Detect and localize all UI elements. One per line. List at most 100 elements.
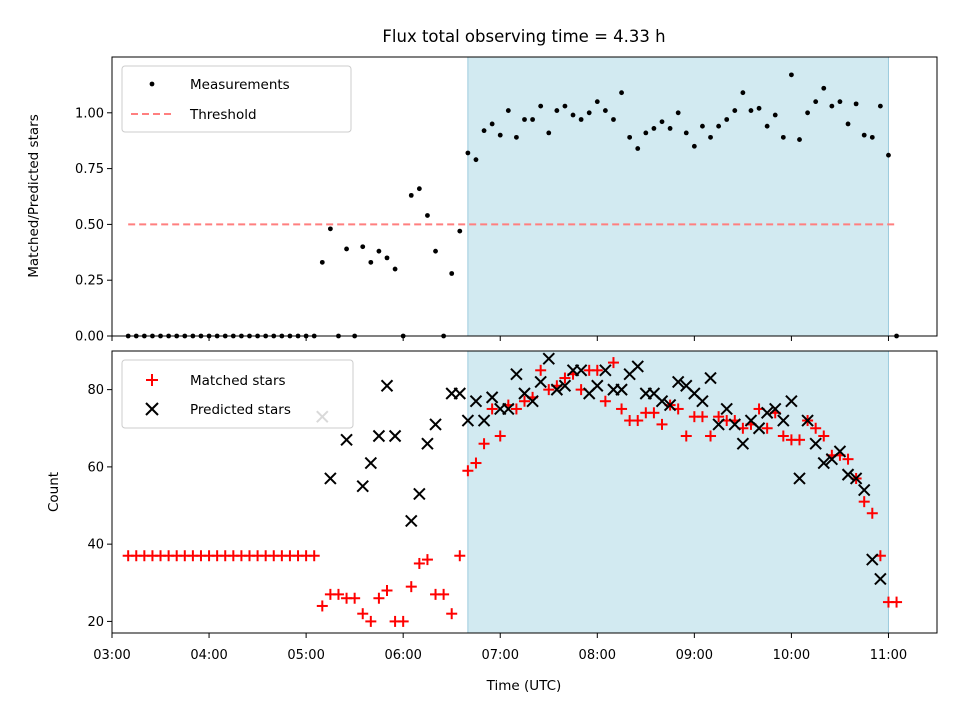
predicted-star-point [550, 383, 564, 396]
predicted-stars-points [316, 352, 887, 586]
measurement-point [716, 123, 722, 129]
measurement-point [675, 110, 681, 116]
bottom-y-tick-label: 20 [87, 615, 104, 630]
matched-star-point [486, 403, 498, 415]
measurement-point [724, 117, 730, 122]
predicted-star-point [849, 472, 863, 485]
legend-matched-marker [146, 374, 158, 386]
matched-star-point [656, 418, 668, 430]
measurement-point [522, 117, 527, 122]
predicted-star-point [356, 479, 369, 493]
matched-star-point [308, 550, 320, 562]
measurement-point [732, 108, 738, 113]
predicted-star-point [542, 352, 555, 365]
measurement-point [619, 90, 624, 96]
measurement-point [376, 248, 382, 254]
measurement-point [659, 119, 665, 125]
measurement-point [813, 99, 819, 105]
matched-star-point [858, 496, 870, 508]
matched-star-point [648, 407, 660, 419]
measurement-point [764, 123, 770, 129]
predicted-star-point [760, 406, 774, 420]
bottom-legend-box [121, 359, 354, 429]
x-tick-label: 04:00 [190, 648, 227, 663]
matched-star-point [777, 430, 789, 442]
measurement-point [457, 228, 463, 234]
measurement-point [465, 150, 471, 156]
bottom-axes-frame [111, 350, 938, 634]
top-y-ticks: 0.00 0.25 0.50 0.75 1.00 [75, 106, 112, 345]
matched-star-point [559, 372, 571, 384]
predicted-star-point [534, 375, 547, 389]
measurement-point [780, 134, 786, 140]
matched-star-point [373, 592, 385, 604]
predicted-star-point [372, 429, 386, 443]
predicted-star-point [663, 398, 677, 412]
predicted-star-point [736, 437, 750, 450]
top-chart-title: Flux total observing time = 4.33 h [382, 27, 665, 46]
predicted-star-point [421, 437, 434, 450]
predicted-star-point [477, 414, 491, 427]
top-y-tick-label: 0.50 [75, 218, 104, 233]
matched-star-point [818, 430, 830, 442]
measurement-point [594, 99, 600, 105]
matched-star-point [438, 588, 450, 600]
bottom-observing-window [467, 350, 889, 634]
predicted-star-point [833, 445, 847, 458]
matched-star-point [381, 585, 393, 597]
legend-measurements-label: Measurements [190, 77, 290, 93]
predicted-star-point [413, 487, 426, 501]
measurement-point [756, 105, 762, 111]
matched-star-point [494, 430, 506, 442]
measurement-point [360, 244, 366, 250]
measurement-point [538, 103, 544, 109]
predicted-star-point [510, 367, 523, 381]
matched-star-point [365, 615, 377, 627]
top-panel: 0.00 0.25 0.50 0.75 1.00 Flux total observin… [26, 27, 938, 345]
predicted-star-point [461, 414, 475, 427]
measurement-point [368, 259, 374, 265]
x-tick-label: 07:00 [482, 648, 519, 663]
matched-star-point [316, 600, 328, 612]
measurement-point [708, 134, 713, 140]
predicted-star-point [388, 429, 402, 443]
x-tick-label: 11:00 [870, 648, 907, 663]
x-axis-label: Time (UTC) [486, 678, 562, 694]
matched-star-point [591, 364, 603, 376]
predicted-star-point [364, 456, 378, 470]
measurement-point [805, 110, 810, 116]
measurement-point [554, 108, 560, 113]
predicted-star-point [502, 402, 515, 416]
matched-star-point [332, 588, 344, 600]
measurement-point [408, 192, 414, 198]
measurement-point [651, 126, 657, 131]
predicted-star-point [817, 456, 830, 470]
x-tick-label: 05:00 [287, 648, 324, 663]
bottom-legend: Matched stars Predicted stars [121, 359, 354, 429]
matched-star-point [357, 608, 369, 620]
matched-star-point [510, 403, 522, 415]
measurement-point [772, 112, 778, 118]
predicted-star-point [615, 383, 628, 396]
predicted-star-point [599, 364, 612, 377]
measurement-point [837, 99, 843, 105]
top-x-ticks [111, 336, 889, 341]
matched-star-point [842, 453, 854, 465]
matched-star-point [616, 403, 628, 415]
measurement-point [546, 130, 552, 136]
matched-star-point [761, 422, 773, 434]
measurement-point [562, 103, 568, 109]
bottom-y-tick-label: 60 [87, 460, 104, 475]
measurement-point [319, 259, 325, 265]
x-tick-label: 06:00 [384, 648, 421, 663]
x-tick-label: 08:00 [579, 648, 616, 663]
predicted-star-point [340, 433, 353, 447]
top-y-axis-label: Matched/Predicted stars [26, 114, 42, 277]
measurement-point [635, 146, 641, 151]
matched-star-point [446, 608, 458, 620]
legend-matched-label: Matched stars [190, 373, 286, 389]
predicted-star-point [857, 483, 871, 497]
matched-star-point [462, 465, 474, 477]
matched-star-point [705, 430, 717, 442]
measurement-point [570, 112, 576, 118]
